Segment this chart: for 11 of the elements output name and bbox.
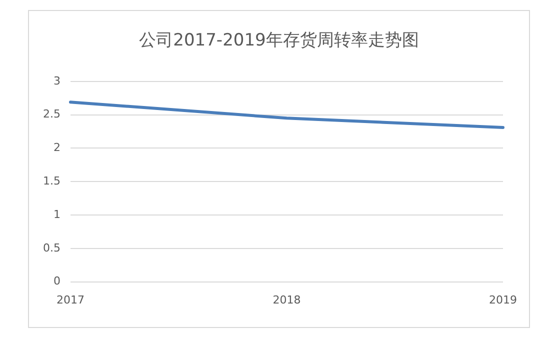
x-tick-label: 2017	[56, 293, 84, 306]
chart-title: 公司2017-2019年存货周转率走势图	[139, 30, 419, 51]
y-tick-label: 2	[53, 141, 60, 154]
y-tick-label: 0	[53, 274, 60, 288]
y-tick-label: 1	[53, 208, 60, 221]
x-tick-label: 2019	[489, 293, 518, 306]
x-tick-label: 2018	[272, 293, 301, 306]
y-tick-label: 0.5	[42, 241, 60, 254]
y-tick-label: 3	[53, 74, 60, 88]
y-tick-label: 1.5	[42, 174, 60, 188]
y-tick-label: 2.5	[42, 108, 60, 121]
